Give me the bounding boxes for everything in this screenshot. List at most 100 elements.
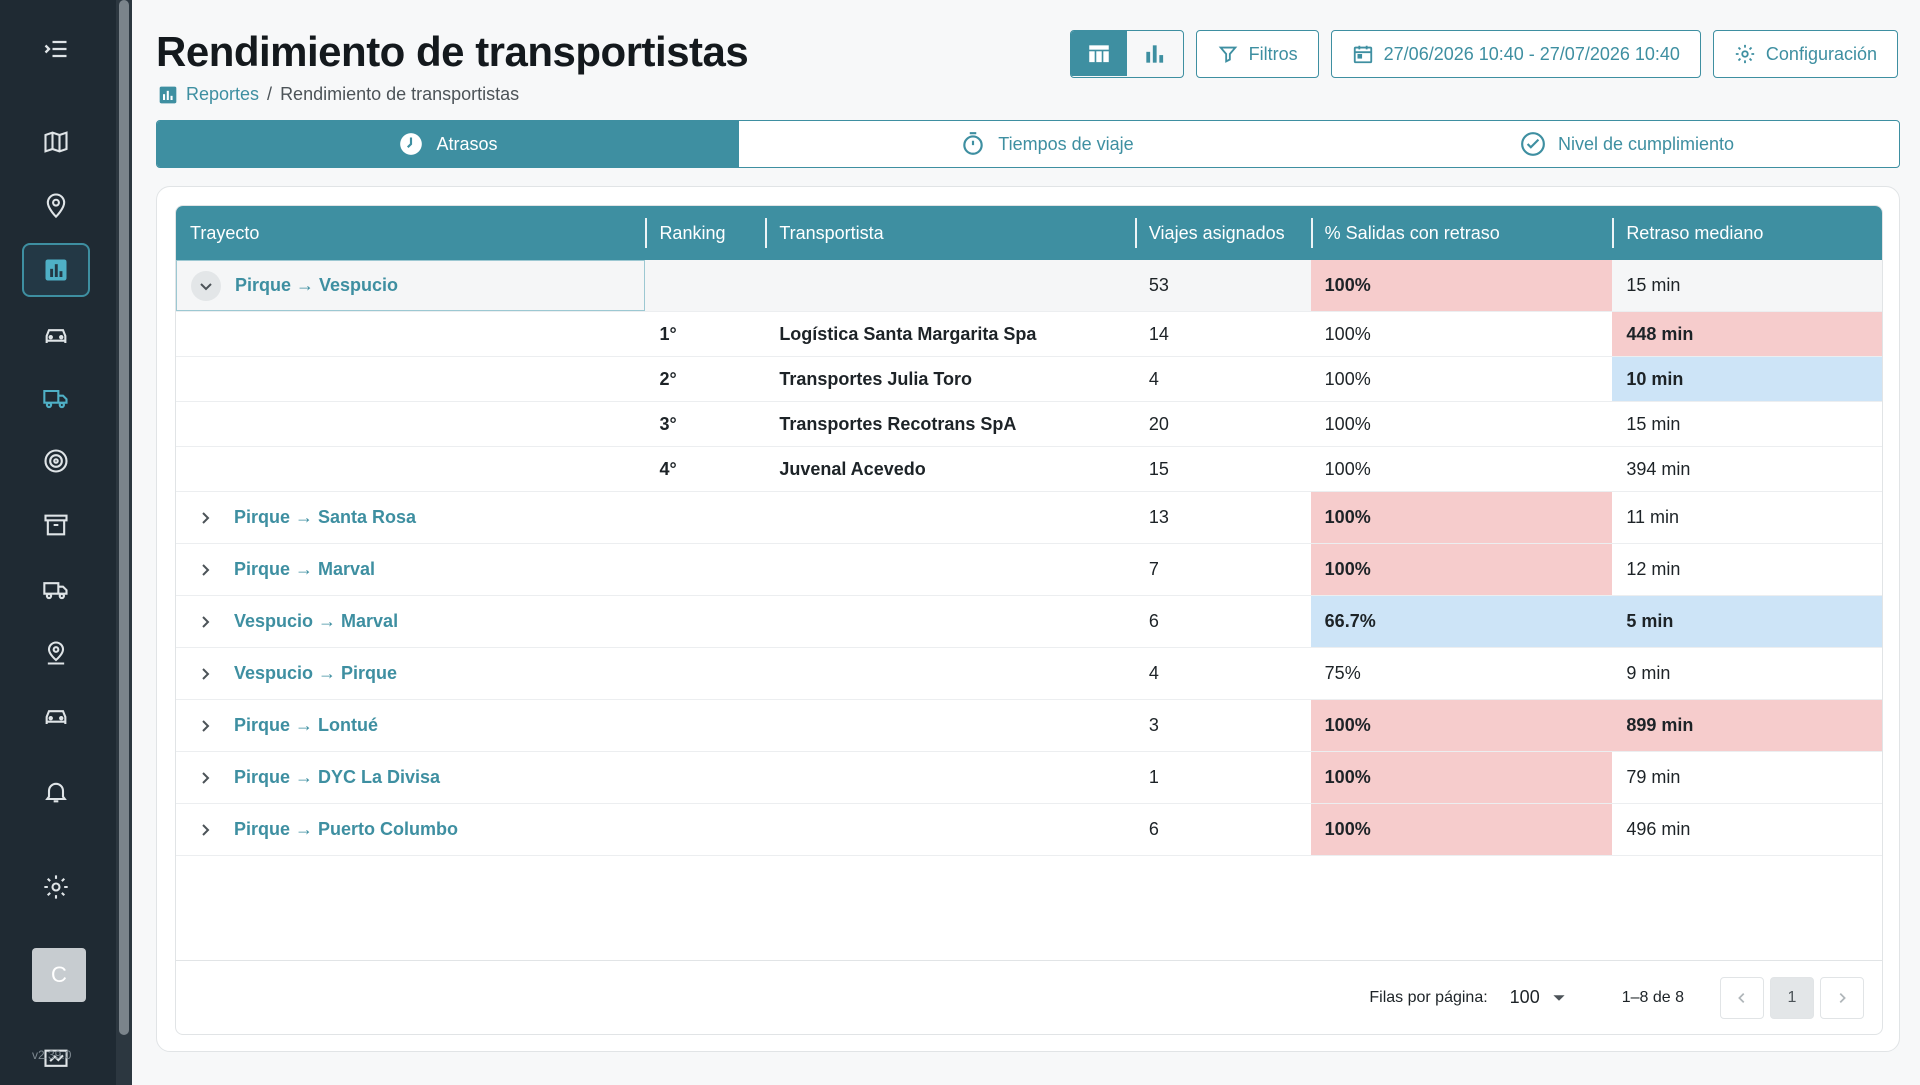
pct-cell: 75%	[1324, 663, 1361, 683]
route-cell[interactable]: Pirque → Vespucio	[176, 260, 646, 311]
rows-per-page-select[interactable]: 100	[1510, 987, 1566, 1008]
chevron-right-icon[interactable]	[190, 607, 220, 637]
gear-icon	[1735, 44, 1755, 64]
sidebar-item-archive[interactable]	[22, 498, 90, 552]
table-row[interactable]: 1° Logística Santa Margarita Spa 14 100%…	[176, 312, 1882, 357]
chevron-right-icon[interactable]	[190, 659, 220, 689]
header-pct-salidas-retraso[interactable]: % Salidas con retraso	[1310, 206, 1613, 260]
route-label: Vespucio → Marval	[234, 611, 399, 631]
ranking-cell: 2°	[659, 368, 677, 389]
bar-chart-icon	[45, 259, 67, 281]
chevron-right-icon[interactable]	[190, 503, 220, 533]
header-retraso-mediano[interactable]: Retraso mediano	[1612, 206, 1882, 260]
report-card: Trayecto Ranking Transportista Viajes as…	[156, 186, 1900, 1052]
sidebar-item-map[interactable]	[22, 115, 90, 169]
ranking-cell	[645, 492, 765, 543]
bell-icon	[45, 782, 67, 803]
route-cell[interactable]: Pirque → DYC La Divisa	[176, 752, 645, 803]
page-button-current[interactable]: 1	[1770, 976, 1814, 1019]
scrollbar-thumb[interactable]	[119, 0, 129, 1035]
avatar[interactable]: C	[32, 948, 86, 1002]
sidebar-item-fleet[interactable]	[22, 562, 90, 616]
sidebar-scrollbar[interactable]	[116, 0, 132, 1085]
trips-cell: 3	[1148, 715, 1159, 735]
filters-label: Filtros	[1248, 43, 1298, 64]
chevron-right-icon[interactable]	[190, 763, 220, 793]
route-cell[interactable]: Pirque → Santa Rosa	[176, 492, 645, 543]
sidebar-item-places[interactable]	[22, 626, 90, 680]
route-cell[interactable]: Pirque → Marval	[176, 544, 645, 595]
prev-page-button[interactable]	[1720, 976, 1764, 1019]
sidebar-item-screen[interactable]	[22, 1040, 90, 1080]
map-marker-icon	[47, 641, 65, 665]
header-viajes-asignados[interactable]: Viajes asignados	[1134, 206, 1311, 260]
ranking-cell: 1°	[659, 323, 677, 344]
carrier-cell: Transportes Recotrans SpA	[779, 413, 1017, 434]
next-page-button[interactable]	[1820, 976, 1864, 1019]
sidebar-item-reports[interactable]	[22, 243, 90, 297]
carrier-cell	[765, 544, 1135, 595]
route-cell[interactable]: Vespucio → Pirque	[176, 648, 645, 699]
reports-icon	[159, 86, 177, 103]
filters-button[interactable]: Filtros	[1195, 30, 1319, 78]
header-transportista[interactable]: Transportista	[765, 206, 1135, 260]
table-row[interactable]: 2° Transportes Julia Toro 4 100% 10 min	[176, 357, 1882, 402]
table-row[interactable]: 4° Juvenal Acevedo 15 100% 394 min	[176, 447, 1882, 492]
table-row[interactable]: Vespucio → Marval 6 66.7% 5 min	[176, 596, 1882, 648]
sidebar-item-trips[interactable]	[22, 371, 90, 425]
table-row[interactable]: Pirque → Santa Rosa 13 100% 11 min	[176, 492, 1882, 544]
route-cell[interactable]: Pirque → Lontué	[176, 700, 645, 751]
table-header: Trayecto Ranking Transportista Viajes as…	[176, 206, 1882, 260]
target-icon	[44, 449, 68, 473]
ranking-cell: 4°	[659, 458, 677, 479]
table-row[interactable]: Vespucio → Pirque 4 75% 9 min	[176, 648, 1882, 700]
ranking-cell	[645, 700, 765, 751]
location-pin-icon	[46, 193, 66, 219]
breadcrumb-reports-link[interactable]: Reportes	[186, 84, 260, 104]
carrier-cell	[765, 700, 1135, 751]
date-range-button[interactable]: 27/06/2026 10:40 - 27/07/2026 10:40	[1330, 30, 1701, 78]
rows-per-page-value: 100	[1509, 987, 1540, 1007]
configuration-button[interactable]: Configuración	[1712, 30, 1898, 78]
chevron-right-icon[interactable]	[190, 711, 220, 741]
pct-cell: 100%	[1310, 752, 1613, 803]
table-row[interactable]: Pirque → Lontué 3 100% 899 min	[176, 700, 1882, 752]
pct-cell: 100%	[1310, 260, 1613, 311]
sidebar-item-drivers[interactable]	[22, 690, 90, 744]
trips-cell: 6	[1148, 819, 1159, 839]
ranking-cell	[645, 752, 765, 803]
tab-tiempos-de-viaje[interactable]: Tiempos de viaje	[739, 121, 1355, 167]
sidebar-item-locations[interactable]	[22, 178, 90, 232]
menu-toggle-button[interactable]	[22, 22, 90, 76]
map-icon	[44, 131, 68, 153]
ranking-cell	[645, 804, 765, 855]
ranking-cell: 3°	[659, 413, 677, 434]
route-cell[interactable]: Vespucio → Marval	[176, 596, 645, 647]
chart-view-button[interactable]	[1127, 31, 1183, 76]
table-row[interactable]: Pirque → Marval 7 100% 12 min	[176, 544, 1882, 596]
carrier-table: Trayecto Ranking Transportista Viajes as…	[175, 205, 1883, 1035]
chevron-right-icon[interactable]	[190, 815, 220, 845]
route-cell[interactable]: Pirque → Puerto Columbo	[176, 804, 645, 855]
tab-nivel-de-cumplimiento[interactable]: Nivel de cumplimiento	[1355, 121, 1899, 167]
sidebar-item-settings[interactable]	[22, 860, 90, 914]
chevron-down-icon[interactable]	[191, 270, 221, 301]
header-trayecto[interactable]: Trayecto	[190, 222, 260, 243]
trips-cell: 1	[1148, 767, 1159, 787]
table-row[interactable]: Pirque → Vespucio 53 100% 15 min	[176, 260, 1882, 312]
tab-atrasos[interactable]: Atrasos	[157, 121, 739, 167]
header-ranking[interactable]: Ranking	[645, 206, 765, 260]
table-row[interactable]: 3° Transportes Recotrans SpA 20 100% 15 …	[176, 402, 1882, 447]
table-row[interactable]: Pirque → DYC La Divisa 1 100% 79 min	[176, 752, 1882, 804]
breadcrumb: Reportes / Rendimiento de transportistas	[158, 84, 519, 105]
sidebar-item-notifications[interactable]	[22, 765, 90, 819]
sidebar-item-vehicles[interactable]	[22, 309, 90, 363]
chevron-right-icon[interactable]	[190, 555, 220, 585]
sidebar-item-targets[interactable]	[22, 434, 90, 488]
median-cell: 899 min	[1612, 700, 1882, 751]
trips-cell: 53	[1148, 275, 1169, 295]
configuration-label: Configuración	[1765, 43, 1877, 64]
table-row[interactable]: Pirque → Puerto Columbo 6 100% 496 min	[176, 804, 1882, 856]
table-view-button[interactable]	[1070, 31, 1127, 76]
trips-cell: 14	[1148, 323, 1169, 344]
